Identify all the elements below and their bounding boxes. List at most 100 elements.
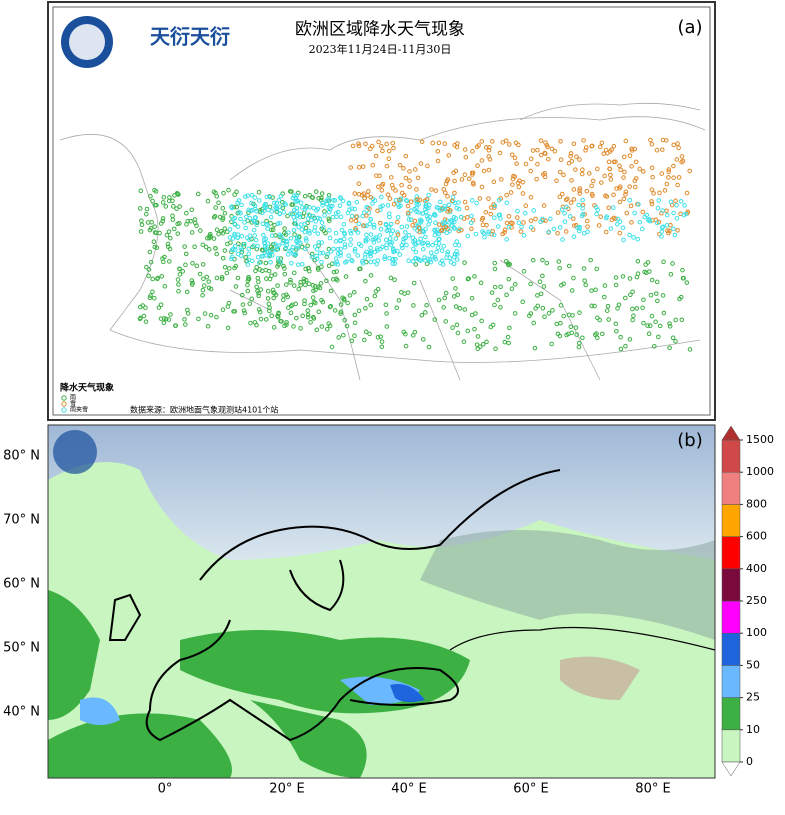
station bbox=[245, 288, 251, 294]
station bbox=[558, 139, 563, 144]
station bbox=[425, 163, 430, 169]
station bbox=[392, 261, 398, 266]
station bbox=[235, 251, 241, 257]
station bbox=[139, 218, 144, 224]
station bbox=[146, 267, 152, 272]
colorbar-over bbox=[721, 425, 741, 441]
station bbox=[334, 269, 339, 274]
station bbox=[270, 246, 275, 252]
station bbox=[479, 158, 485, 163]
station bbox=[353, 226, 358, 231]
legend-title: 降水天气现象 bbox=[60, 382, 114, 394]
station bbox=[454, 248, 459, 254]
station bbox=[190, 280, 195, 286]
station bbox=[189, 230, 195, 235]
station bbox=[240, 302, 246, 307]
station bbox=[307, 205, 312, 210]
station bbox=[486, 229, 492, 235]
station bbox=[674, 203, 679, 208]
station bbox=[299, 205, 305, 210]
station bbox=[436, 140, 442, 146]
station bbox=[275, 264, 280, 269]
station bbox=[499, 177, 504, 182]
lat-labels: 80° N 70° N 60° N 50° N 40° N bbox=[3, 449, 40, 720]
station bbox=[495, 224, 501, 229]
station bbox=[530, 148, 536, 153]
station bbox=[413, 262, 419, 267]
station bbox=[204, 274, 210, 280]
station bbox=[406, 258, 411, 264]
station bbox=[214, 193, 220, 199]
station bbox=[183, 251, 189, 257]
station bbox=[480, 229, 485, 234]
station bbox=[226, 187, 231, 193]
station bbox=[324, 198, 329, 204]
station bbox=[557, 225, 563, 230]
logo-b bbox=[53, 430, 97, 474]
station bbox=[607, 166, 613, 172]
legend-swatch bbox=[61, 401, 67, 407]
station bbox=[502, 227, 508, 233]
station bbox=[448, 259, 454, 265]
station bbox=[484, 145, 489, 150]
station bbox=[190, 260, 195, 266]
station bbox=[637, 166, 642, 172]
station bbox=[629, 163, 634, 169]
station bbox=[667, 321, 672, 326]
station bbox=[455, 292, 461, 297]
station bbox=[163, 204, 169, 209]
station bbox=[399, 224, 405, 230]
station bbox=[327, 206, 333, 212]
station bbox=[474, 342, 480, 347]
station bbox=[320, 200, 325, 206]
station bbox=[413, 167, 418, 172]
station bbox=[575, 225, 580, 231]
station bbox=[436, 297, 442, 303]
station bbox=[165, 241, 171, 247]
station bbox=[479, 318, 484, 324]
station bbox=[160, 216, 166, 221]
station bbox=[535, 161, 540, 167]
station bbox=[368, 273, 374, 278]
station bbox=[495, 297, 501, 303]
station bbox=[267, 194, 273, 200]
station bbox=[576, 340, 582, 346]
station bbox=[516, 184, 522, 190]
station bbox=[433, 256, 439, 262]
station bbox=[360, 164, 366, 169]
station bbox=[667, 324, 673, 329]
station bbox=[401, 329, 407, 335]
station bbox=[614, 186, 619, 191]
station bbox=[138, 188, 144, 194]
station bbox=[300, 313, 305, 319]
station bbox=[257, 260, 262, 266]
station bbox=[152, 244, 158, 250]
station bbox=[316, 195, 321, 201]
station bbox=[150, 276, 156, 282]
station bbox=[479, 139, 485, 144]
station bbox=[518, 229, 524, 234]
station bbox=[615, 306, 620, 311]
station bbox=[493, 346, 498, 352]
station bbox=[640, 305, 645, 311]
station bbox=[603, 229, 609, 235]
station bbox=[331, 246, 336, 252]
station bbox=[435, 148, 441, 154]
desert-terrain bbox=[560, 656, 640, 700]
station bbox=[549, 146, 555, 152]
source: 数据来源：欧洲地面气象观测站4101个站 bbox=[130, 405, 278, 415]
station bbox=[327, 227, 332, 233]
station bbox=[361, 337, 367, 343]
station bbox=[146, 273, 151, 279]
station bbox=[611, 143, 617, 149]
station bbox=[424, 302, 429, 308]
station bbox=[608, 177, 614, 182]
station bbox=[333, 230, 339, 236]
station bbox=[454, 239, 460, 244]
station bbox=[514, 215, 520, 220]
station bbox=[326, 195, 331, 201]
station bbox=[613, 282, 619, 288]
station bbox=[632, 210, 637, 216]
station bbox=[646, 331, 652, 337]
